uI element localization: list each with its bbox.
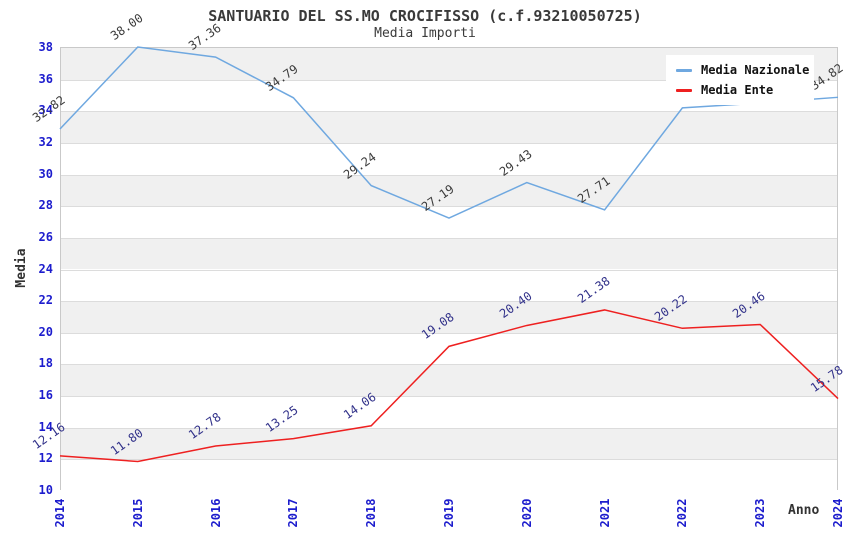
gridline: [61, 79, 837, 81]
plot-band: [61, 332, 837, 365]
plot-area: [60, 47, 838, 491]
plot-band: [61, 459, 837, 491]
y-tick-label: 26: [38, 229, 53, 244]
y-tick-label: 30: [38, 166, 53, 181]
gridline: [61, 269, 837, 271]
plot-band: [61, 269, 837, 302]
legend-swatch-media-nazionale: [676, 68, 692, 72]
y-tick-label: 18: [38, 356, 53, 371]
series-line-media-ente: [59, 309, 839, 463]
gridline: [61, 206, 837, 208]
x-axis-title: Anno: [788, 503, 820, 518]
y-tick-label: 28: [38, 198, 53, 213]
legend-item-media-nazionale: Media Nazionale: [676, 63, 814, 77]
y-tick-label: 10: [38, 483, 53, 497]
y-tick-label: 38: [38, 40, 53, 54]
chart-subtitle: Media Importi: [374, 26, 476, 41]
plot-band: [61, 111, 837, 143]
y-tick-label: 16: [38, 388, 53, 403]
y-tick-label: 12: [38, 451, 53, 466]
gridline: [61, 396, 837, 398]
y-tick-label: 20: [38, 324, 53, 339]
y-tick-label: 34: [38, 103, 53, 118]
plot-band: [61, 396, 837, 428]
y-tick-label: 22: [38, 293, 53, 308]
y-tick-label: 32: [38, 134, 53, 149]
legend-label-media-ente: Media Ente: [701, 83, 774, 97]
chart-title: SANTUARIO DEL SS.MO CROCIFISSO (c.f.9321…: [208, 7, 642, 25]
gridline: [61, 459, 837, 461]
gridline: [61, 174, 837, 176]
plot-band: [61, 174, 837, 207]
y-tick-label: 14: [38, 419, 53, 434]
legend-swatch-media-ente: [676, 88, 692, 92]
plot-band: [61, 364, 837, 397]
gridline: [61, 427, 837, 429]
gridline: [61, 142, 837, 144]
y-tick-label: 36: [38, 71, 53, 86]
plot-band: [61, 206, 837, 238]
legend-label-media-nazionale: Media Nazionale: [701, 63, 810, 77]
gridline: [61, 301, 837, 303]
plot-band: [61, 142, 837, 175]
gridline: [61, 332, 837, 334]
plot-band: [61, 237, 837, 270]
series-line-media-nazionale: [59, 46, 839, 219]
y-tick-label: 24: [38, 261, 53, 276]
gridline: [61, 364, 837, 366]
gridline: [61, 111, 837, 113]
plot-band: [61, 427, 837, 460]
legend: Media Nazionale Media Ente: [666, 55, 814, 105]
gridline: [61, 237, 837, 239]
legend-item-media-ente: Media Ente: [676, 83, 814, 97]
